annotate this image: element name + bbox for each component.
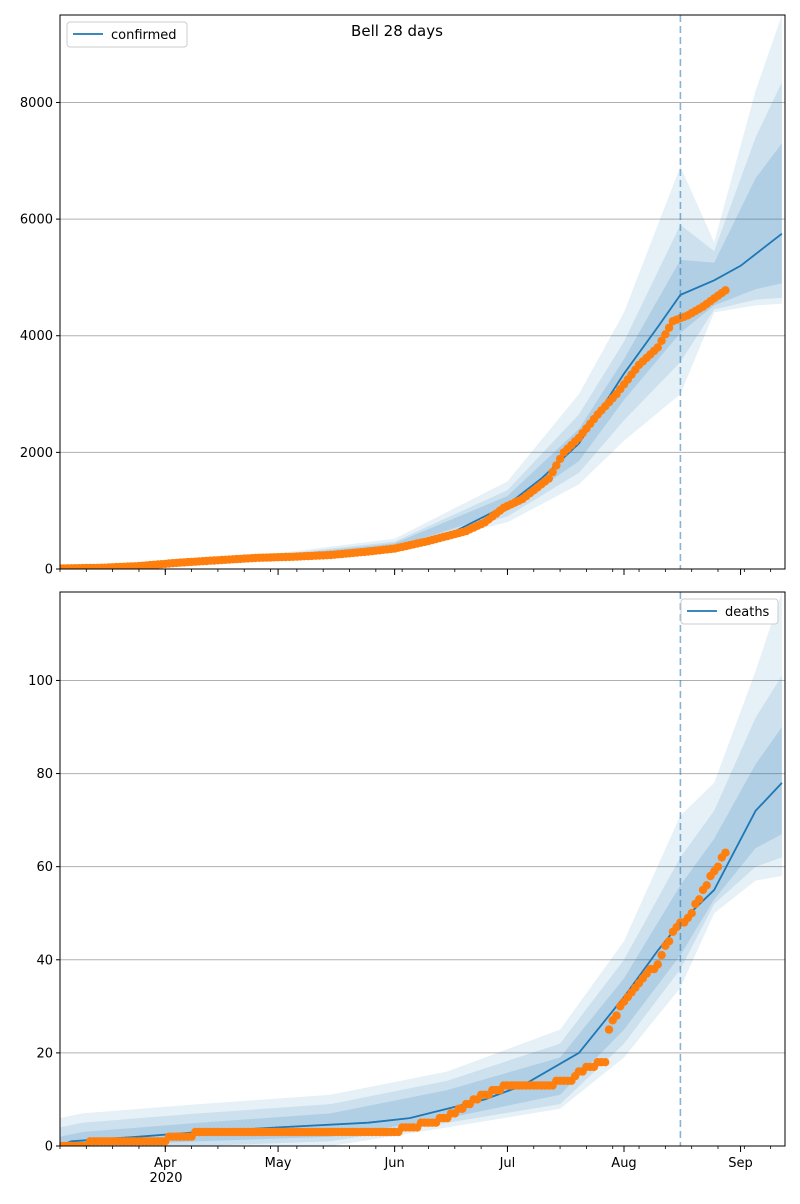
y-tick-label: 60 bbox=[36, 860, 53, 875]
observed-point bbox=[721, 286, 730, 295]
x-tick-label: Jul bbox=[499, 1156, 516, 1171]
x-tick-label: Aug bbox=[611, 1156, 636, 1171]
observed-point bbox=[713, 862, 723, 871]
confirmed-uncertainty-bands bbox=[60, 15, 782, 569]
x-tick-label: Sep bbox=[728, 1156, 753, 1171]
deaths-uncertainty-bands bbox=[60, 592, 782, 1146]
observed-point bbox=[695, 895, 704, 904]
figure-title: Bell 28 days bbox=[351, 22, 443, 40]
observed-point bbox=[702, 881, 711, 890]
observed-point bbox=[687, 909, 696, 918]
y-tick-label: 0 bbox=[45, 563, 53, 578]
uncertainty-band bbox=[60, 15, 782, 569]
x-tick-label: May bbox=[265, 1156, 292, 1171]
deaths-x-axis: Apr May Jun Jul Aug Sep bbox=[59, 1146, 772, 1171]
y-tick-label: 2000 bbox=[20, 446, 53, 461]
observed-point bbox=[601, 1058, 610, 1067]
observed-point bbox=[548, 467, 557, 477]
observed-point bbox=[653, 960, 662, 969]
uncertainty-band bbox=[60, 82, 782, 569]
x-axis-year-label: 2020 bbox=[149, 1171, 182, 1186]
observed-point bbox=[555, 454, 565, 464]
uncertainty-band bbox=[60, 727, 782, 1146]
confirmed-panel: 0 2000 4000 6000 8000 confirmed bbox=[20, 14, 786, 578]
deaths-panel: 0 20 40 60 80 100 Apr May Jun Jul Aug Sep 2020 dea… bbox=[28, 591, 786, 1186]
confirmed-axes-frame bbox=[59, 14, 786, 570]
deaths-gridlines bbox=[60, 679, 785, 1054]
observed-point bbox=[612, 1011, 621, 1020]
y-tick-label: 6000 bbox=[20, 213, 53, 228]
confirmed-legend-box bbox=[66, 21, 188, 48]
y-tick-label: 4000 bbox=[20, 329, 53, 344]
observed-point bbox=[653, 343, 662, 352]
confirmed-observed-points bbox=[60, 286, 730, 569]
deaths-legend-label: deaths bbox=[725, 605, 770, 620]
deaths-legend: deaths bbox=[680, 598, 779, 625]
confirmed-legend-label: confirmed bbox=[111, 28, 177, 43]
confirmed-y-axis: 0 2000 4000 6000 8000 bbox=[20, 96, 60, 578]
observed-point bbox=[544, 474, 553, 483]
x-tick-label: Jun bbox=[383, 1156, 404, 1171]
observed-point bbox=[604, 1025, 614, 1034]
y-tick-label: 40 bbox=[36, 953, 53, 968]
uncertainty-band bbox=[60, 675, 782, 1146]
deaths-observed-points bbox=[60, 848, 730, 1146]
deaths-legend-box bbox=[680, 598, 779, 625]
observed-point bbox=[661, 330, 670, 339]
y-tick-label: 8000 bbox=[20, 96, 53, 111]
deaths-y-axis: 0 20 40 60 80 100 bbox=[28, 674, 60, 1155]
y-tick-label: 20 bbox=[36, 1046, 53, 1061]
x-tick-label: Apr bbox=[154, 1156, 177, 1171]
observed-point bbox=[664, 323, 674, 332]
y-tick-label: 0 bbox=[45, 1140, 53, 1155]
observed-point bbox=[657, 336, 666, 345]
observed-point bbox=[721, 848, 730, 857]
confirmed-x-axis bbox=[59, 569, 772, 575]
observed-point bbox=[552, 461, 561, 470]
observed-point bbox=[664, 937, 674, 946]
observed-point bbox=[657, 950, 666, 960]
uncertainty-band bbox=[60, 592, 782, 1146]
y-tick-label: 100 bbox=[28, 674, 53, 689]
confirmed-legend: confirmed bbox=[66, 21, 188, 48]
deaths-axes-frame bbox=[59, 591, 786, 1147]
y-tick-label: 80 bbox=[36, 767, 53, 782]
